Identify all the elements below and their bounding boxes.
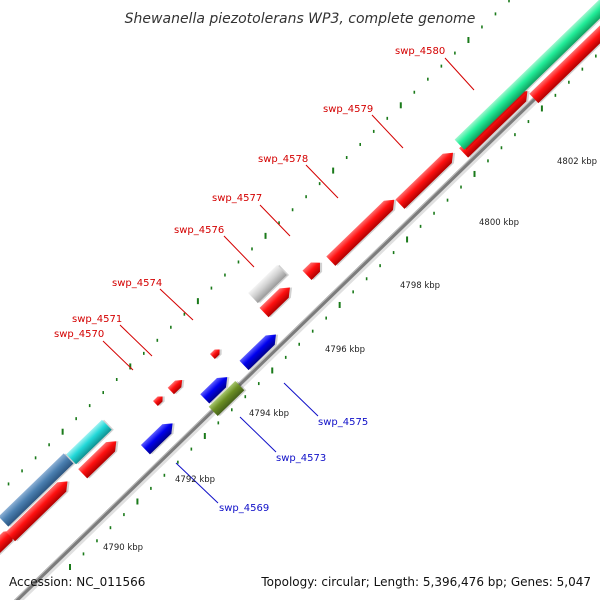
leader-line bbox=[119, 324, 153, 357]
leader-lines bbox=[102, 57, 475, 504]
feature-cds-near-4573[interactable] bbox=[200, 371, 234, 404]
tick-label-4796: 4796 kbp bbox=[325, 345, 365, 355]
leader-line bbox=[159, 288, 194, 321]
genome-backbone bbox=[13, 32, 600, 600]
gene-label-swp-4575[interactable]: swp_4575 bbox=[318, 417, 368, 428]
gene-label-swp-4577[interactable]: swp_4577 bbox=[212, 193, 262, 204]
leader-line bbox=[283, 382, 319, 417]
feature-cds-swp-4575[interactable] bbox=[239, 329, 283, 371]
leader-line bbox=[102, 340, 134, 371]
accession-text: Accession: NC_011566 bbox=[9, 575, 145, 589]
feature-trna-block[interactable] bbox=[66, 419, 114, 466]
leader-line bbox=[259, 204, 291, 237]
feature-cds-swp-4580[interactable] bbox=[459, 85, 534, 158]
tick-row-outer bbox=[7, 0, 510, 486]
feature-cds-swp-4570[interactable] bbox=[152, 393, 167, 407]
feature-pseudo-grey[interactable] bbox=[248, 264, 290, 304]
gene-label-swp-4569[interactable]: swp_4569 bbox=[219, 503, 269, 514]
feature-cds-swp-4571[interactable] bbox=[167, 376, 188, 396]
leader-line bbox=[175, 462, 219, 504]
feature-cds-swp-4569[interactable] bbox=[140, 418, 179, 456]
feature-cds-swp-4579[interactable] bbox=[395, 147, 459, 210]
leader-line bbox=[239, 416, 277, 453]
tick-row-inner bbox=[69, 54, 597, 570]
genome-summary-text: Topology: circular; Length: 5,396,476 bp… bbox=[260, 575, 591, 589]
leader-line bbox=[305, 164, 339, 199]
tick-label-4794: 4794 kbp bbox=[249, 409, 289, 419]
feature-cds-near-4570[interactable] bbox=[78, 436, 123, 480]
tick-label-4800: 4800 kbp bbox=[479, 218, 519, 228]
genome-backbone-highlight bbox=[14, 32, 600, 600]
feature-cds-lower-left[interactable] bbox=[6, 476, 74, 543]
feature-cds-swp-4578[interactable] bbox=[326, 194, 401, 267]
gene-label-swp-4571[interactable]: swp_4571 bbox=[72, 314, 122, 325]
gene-label-swp-4580[interactable]: swp_4580 bbox=[395, 46, 445, 57]
gene-label-swp-4576[interactable]: swp_4576 bbox=[174, 225, 224, 236]
feature-rrna-block[interactable] bbox=[454, 0, 600, 151]
tick-label-4792: 4792 kbp bbox=[175, 475, 215, 485]
feature-cds-swp-4576[interactable] bbox=[259, 282, 297, 319]
tick-label-4802: 4802 kbp bbox=[557, 157, 597, 167]
feature-cds-swp-4574[interactable] bbox=[209, 346, 224, 360]
gene-label-swp-4573[interactable]: swp_4573 bbox=[276, 453, 326, 464]
leader-line bbox=[223, 235, 255, 268]
gene-labels: swp_4580 swp_4579 swp_4578 swp_4577 swp_… bbox=[54, 46, 445, 514]
tick-label-4790: 4790 kbp bbox=[103, 543, 143, 553]
feature-cds-swp-4577[interactable] bbox=[302, 257, 327, 281]
kbp-tick-labels: 4790 kbp 4792 kbp 4794 kbp 4796 kbp 4798… bbox=[103, 157, 597, 553]
feature-cds-right-edge[interactable] bbox=[529, 18, 600, 104]
gene-label-swp-4578[interactable]: swp_4578 bbox=[258, 154, 308, 165]
feature-steel-block[interactable] bbox=[0, 452, 76, 527]
leader-line bbox=[371, 114, 404, 149]
gene-label-swp-4570[interactable]: swp_4570 bbox=[54, 329, 104, 340]
map-title: Shewanella piezotolerans WP3, complete g… bbox=[125, 11, 476, 27]
feature-olive-swp-4573[interactable] bbox=[208, 380, 247, 417]
gene-label-swp-4579[interactable]: swp_4579 bbox=[323, 104, 373, 115]
gene-label-swp-4574[interactable]: swp_4574 bbox=[112, 278, 162, 289]
feature-cds-left-edge[interactable] bbox=[0, 525, 20, 559]
tick-label-4798: 4798 kbp bbox=[400, 281, 440, 291]
leader-line bbox=[444, 57, 475, 91]
